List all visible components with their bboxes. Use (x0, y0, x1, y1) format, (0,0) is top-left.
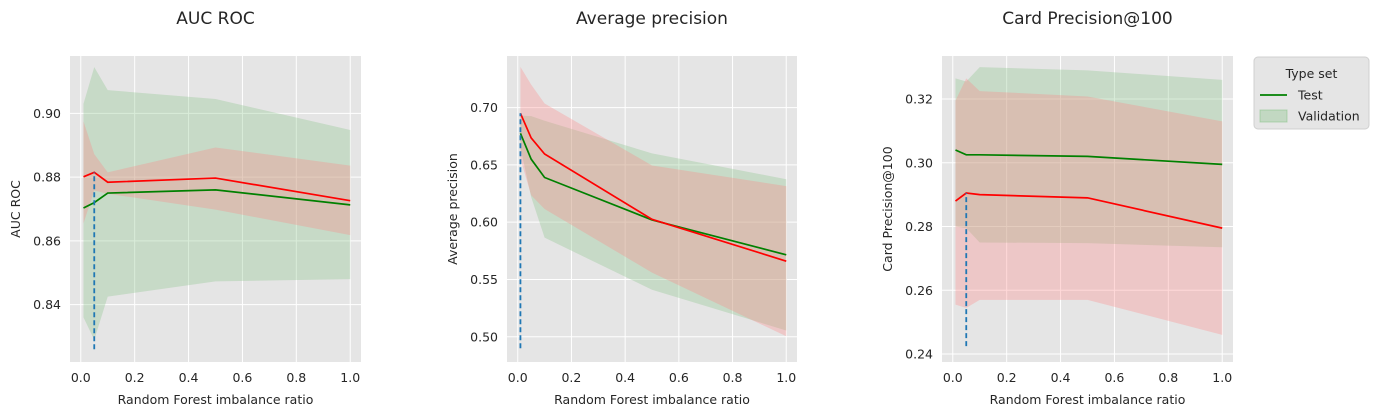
y-axis-label: Average precision (445, 153, 460, 265)
band-test (83, 67, 351, 340)
chart-title: Average precision (576, 9, 728, 29)
band-validation (955, 78, 1223, 335)
x-tick-label: 0.0 (71, 370, 91, 385)
series-line-validation (519, 112, 787, 262)
plot-area (942, 56, 1233, 362)
y-tick-label: 0.28 (905, 219, 933, 234)
y-tick-label: 0.65 (470, 157, 498, 172)
panel-card-precision: 0.0 0.2 0.4 0.6 0.8 1.0 0.24 0.26 0.28 0.30 0.32 Ca… (880, 9, 1233, 407)
y-tick-label: 0.84 (33, 297, 61, 312)
legend-title: Type set (1285, 66, 1338, 81)
y-tick-label: 0.88 (33, 170, 61, 185)
x-tick-label: 0.8 (286, 370, 306, 385)
x-tick-label: 1.0 (776, 370, 796, 385)
y-tick-label: 0.32 (905, 92, 933, 107)
series-line-test (955, 149, 1223, 166)
band-validation (520, 66, 787, 337)
legend-label-validation: Validation (1298, 109, 1360, 124)
x-tick-label: 0.4 (179, 370, 199, 385)
plot-area (70, 56, 361, 362)
series-line-validation (954, 192, 1223, 229)
x-tick-label: 0.6 (669, 370, 689, 385)
x-tick-label: 1.0 (340, 370, 360, 385)
y-tick-label: 0.26 (905, 283, 933, 298)
y-tick-label: 0.55 (470, 272, 498, 287)
x-tick-label: 0.6 (232, 370, 252, 385)
x-tick-label: 0.8 (1158, 370, 1178, 385)
plot-area (507, 56, 797, 362)
x-tick-label: 0.6 (1104, 370, 1124, 385)
x-axis-label: Random Forest imbalance ratio (990, 392, 1186, 407)
band-test (520, 115, 787, 331)
chart-title: AUC ROC (176, 9, 254, 29)
y-tick-label: 0.50 (470, 329, 498, 344)
series-line-test (83, 189, 351, 209)
x-tick-label: 0.2 (125, 370, 145, 385)
x-tick-label: 0.8 (723, 370, 743, 385)
y-tick-label: 0.70 (470, 100, 498, 115)
y-axis-label: AUC ROC (8, 180, 23, 238)
legend-frame (1253, 56, 1370, 130)
x-axis-label: Random Forest imbalance ratio (554, 392, 750, 407)
legend-label-test: Test (1297, 88, 1323, 103)
series-line-validation (83, 171, 351, 202)
legend-swatch-validation (1259, 109, 1288, 123)
x-tick-label: 0.4 (1051, 370, 1071, 385)
y-tick-label: 0.24 (905, 347, 933, 362)
panel-auc-roc: 0.0 0.2 0.4 0.6 0.8 1.0 0.84 0.86 0.88 0.90 AUC RO… (8, 9, 361, 407)
panel-average-precision: 0.0 0.2 0.4 0.6 0.8 1.0 0.50 0.55 0.60 0.65 0.70 Av… (445, 9, 797, 407)
series-line-test (519, 133, 787, 256)
y-tick-label: 0.90 (33, 106, 61, 121)
x-tick-label: 0.2 (997, 370, 1017, 385)
x-tick-label: 1.0 (1212, 370, 1232, 385)
y-tick-label: 0.60 (470, 215, 498, 230)
legend: Type set Test Validation (1253, 56, 1370, 130)
x-tick-label: 0.2 (561, 370, 581, 385)
x-tick-label: 0.4 (615, 370, 635, 385)
chart-title: Card Precision@100 (1002, 9, 1172, 29)
x-tick-label: 0.0 (943, 370, 963, 385)
y-axis-label: Card Precision@100 (880, 146, 895, 271)
y-tick-label: 0.86 (33, 233, 61, 248)
x-tick-label: 0.0 (508, 370, 528, 385)
x-axis-label: Random Forest imbalance ratio (118, 392, 314, 407)
y-tick-label: 0.30 (905, 155, 933, 170)
